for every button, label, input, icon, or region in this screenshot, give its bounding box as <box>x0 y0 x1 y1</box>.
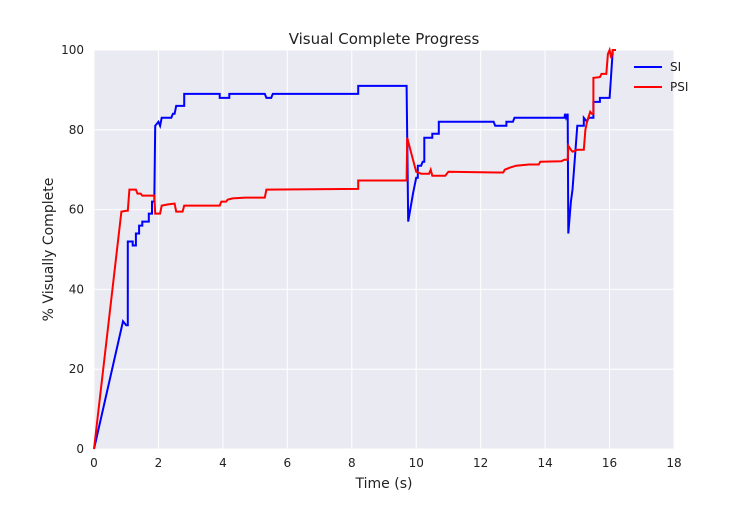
x-axis-label: Time (s) <box>355 476 413 492</box>
chart-title: Visual Complete Progress <box>289 30 480 48</box>
y-tick-label: 0 <box>76 442 84 456</box>
series-lines <box>93 46 616 450</box>
y-axis-label: % Visually Complete <box>41 178 57 322</box>
y-tick-label: 100 <box>61 43 84 57</box>
series-line-psi <box>93 46 616 450</box>
y-tick-label: 60 <box>69 203 84 217</box>
tick-labels: 0 2 4 6 8 10 12 14 16 18 0 20 40 60 80 100 <box>61 43 682 470</box>
x-tick-label: 14 <box>537 456 552 470</box>
x-tick-label: 8 <box>348 456 356 470</box>
grid <box>93 49 675 450</box>
series-line-si <box>93 49 616 450</box>
legend-label-si: SI <box>670 60 681 74</box>
plot-background <box>94 50 674 449</box>
y-tick-label: 40 <box>69 282 84 296</box>
x-tick-label: 2 <box>155 456 163 470</box>
x-tick-label: 18 <box>666 456 681 470</box>
legend: SI PSI <box>634 60 688 94</box>
x-tick-label: 16 <box>602 456 617 470</box>
y-tick-label: 20 <box>69 362 84 376</box>
x-tick-label: 10 <box>409 456 424 470</box>
x-tick-label: 6 <box>284 456 292 470</box>
x-tick-label: 0 <box>90 456 98 470</box>
x-tick-label: 12 <box>473 456 488 470</box>
legend-label-psi: PSI <box>670 80 688 94</box>
y-tick-label: 80 <box>69 123 84 137</box>
x-tick-label: 4 <box>219 456 227 470</box>
